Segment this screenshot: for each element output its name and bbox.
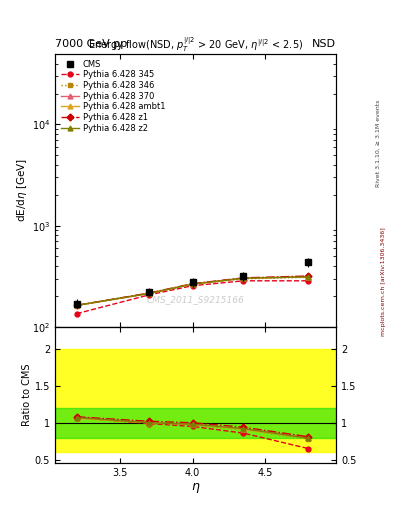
Pythia 6.428 345 xyxy=(241,278,246,284)
Legend: CMS, Pythia 6.428 345, Pythia 6.428 346, Pythia 6.428 370, Pythia 6.428 ambt1, P: CMS, Pythia 6.428 345, Pythia 6.428 346,… xyxy=(58,57,167,135)
Pythia 6.428 345 xyxy=(190,283,195,289)
Pythia 6.428 370 xyxy=(74,302,79,308)
Pythia 6.428 z2 xyxy=(147,290,152,296)
Pythia 6.428 345 xyxy=(74,311,79,317)
Pythia 6.428 z1 xyxy=(241,275,246,281)
Pythia 6.428 z1 xyxy=(190,281,195,287)
Pythia 6.428 z2 xyxy=(306,274,311,280)
Pythia 6.428 370 xyxy=(241,275,246,281)
Pythia 6.428 ambt1 xyxy=(306,274,311,280)
Pythia 6.428 346 xyxy=(241,276,246,282)
Text: CMS_2011_S9215166: CMS_2011_S9215166 xyxy=(147,295,244,304)
Pythia 6.428 z2 xyxy=(241,275,246,281)
Line: Pythia 6.428 370: Pythia 6.428 370 xyxy=(74,274,311,308)
Line: Pythia 6.428 345: Pythia 6.428 345 xyxy=(74,279,311,316)
Pythia 6.428 z2 xyxy=(74,302,79,308)
Pythia 6.428 z2 xyxy=(190,281,195,287)
Pythia 6.428 z1 xyxy=(147,290,152,296)
Pythia 6.428 346 xyxy=(190,281,195,287)
Text: 7000 GeV pp: 7000 GeV pp xyxy=(55,38,127,49)
Pythia 6.428 346 xyxy=(306,274,311,281)
Bar xyxy=(55,408,336,438)
Pythia 6.428 ambt1 xyxy=(241,275,246,281)
Pythia 6.428 345 xyxy=(147,292,152,298)
Pythia 6.428 346 xyxy=(74,303,79,309)
X-axis label: $\eta$: $\eta$ xyxy=(191,481,200,495)
Pythia 6.428 346 xyxy=(147,290,152,296)
Pythia 6.428 ambt1 xyxy=(74,302,79,308)
Bar xyxy=(55,349,336,452)
Line: Pythia 6.428 z1: Pythia 6.428 z1 xyxy=(74,273,311,308)
Line: Pythia 6.428 ambt1: Pythia 6.428 ambt1 xyxy=(74,274,311,308)
Pythia 6.428 z1 xyxy=(74,302,79,308)
Pythia 6.428 345 xyxy=(306,278,311,284)
Y-axis label: dE/d$\eta$ [GeV]: dE/d$\eta$ [GeV] xyxy=(15,158,29,222)
Line: Pythia 6.428 z2: Pythia 6.428 z2 xyxy=(74,274,311,308)
Pythia 6.428 370 xyxy=(306,274,311,280)
Text: mcplots.cern.ch [arXiv:1306.3436]: mcplots.cern.ch [arXiv:1306.3436] xyxy=(381,227,386,336)
Text: NSD: NSD xyxy=(312,38,336,49)
Line: Pythia 6.428 346: Pythia 6.428 346 xyxy=(74,275,311,308)
Pythia 6.428 z1 xyxy=(306,273,311,279)
Y-axis label: Ratio to CMS: Ratio to CMS xyxy=(22,364,32,426)
Pythia 6.428 370 xyxy=(147,290,152,296)
Pythia 6.428 ambt1 xyxy=(147,290,152,296)
Title: Energy flow(NSD, $p_T^{|i|2}$ > 20 GeV, $\eta^{|i|2}$ < 2.5): Energy flow(NSD, $p_T^{|i|2}$ > 20 GeV, … xyxy=(88,35,303,54)
Pythia 6.428 ambt1 xyxy=(190,281,195,287)
Pythia 6.428 370 xyxy=(190,281,195,287)
Text: Rivet 3.1.10, ≥ 3.1M events: Rivet 3.1.10, ≥ 3.1M events xyxy=(376,100,380,187)
